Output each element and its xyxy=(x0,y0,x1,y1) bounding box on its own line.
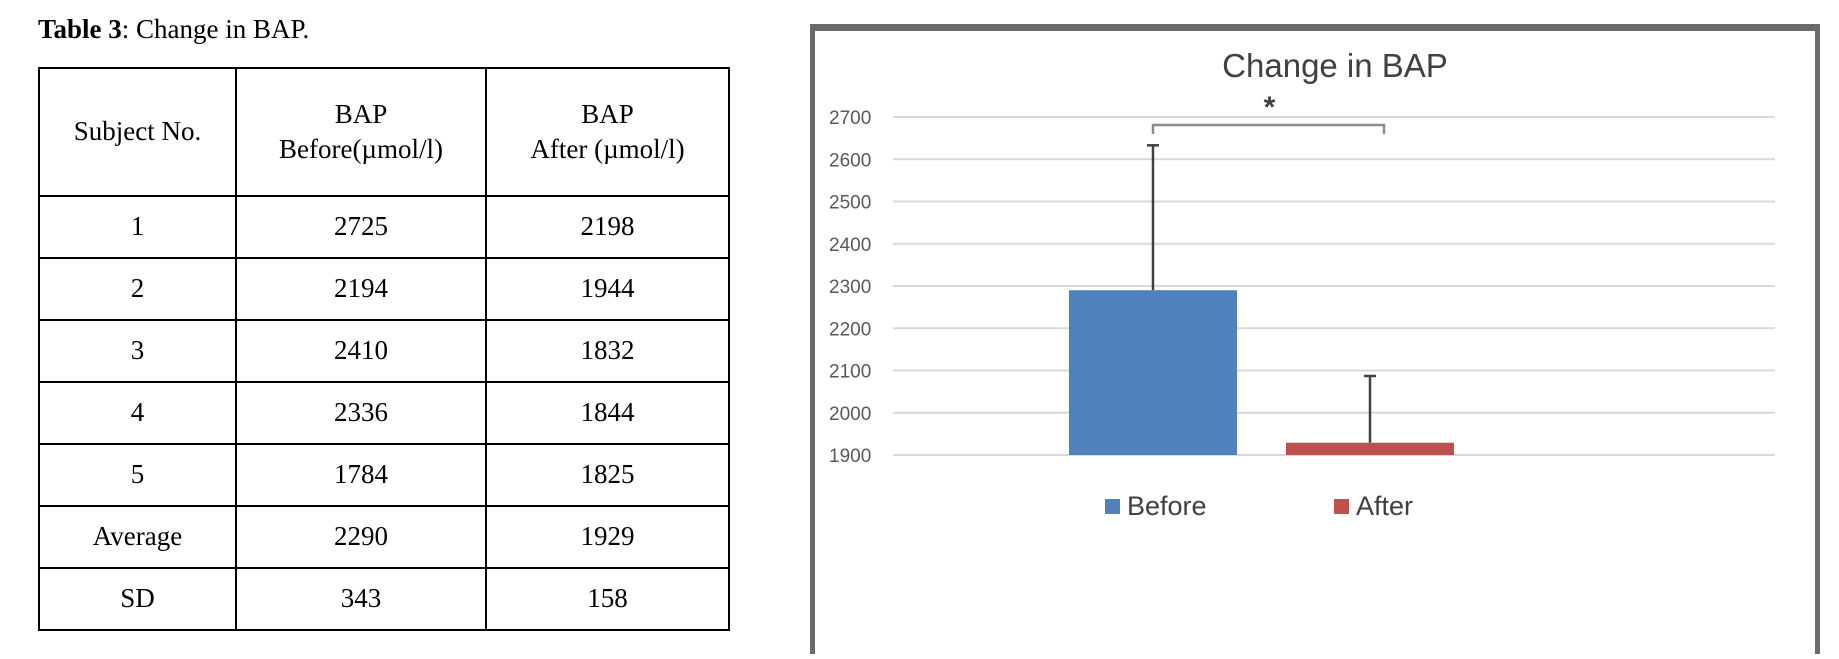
bar-after xyxy=(1286,442,1454,455)
table-cell: 3 xyxy=(38,319,237,383)
header-before: BAP Before(µmol/l) xyxy=(235,67,487,197)
y-tick-label: 2200 xyxy=(829,319,871,340)
header-before-line2: Before(µmol/l) xyxy=(278,134,443,164)
header-subject: Subject No. xyxy=(38,67,237,197)
table-cell: 1 xyxy=(38,195,237,259)
significance-line xyxy=(1151,123,1386,134)
legend-label-after: After xyxy=(1356,491,1413,521)
bar-before xyxy=(1069,290,1237,455)
y-tick-label: 1900 xyxy=(829,446,871,467)
table-cell: 1825 xyxy=(485,443,730,507)
header-after-line2: After (µmol/l) xyxy=(530,134,685,164)
table-cell: 1784 xyxy=(235,443,487,507)
table-cell: 343 xyxy=(235,567,487,631)
table-header-row: Subject No. BAP Before(µmol/l) BAP After (… xyxy=(38,67,730,197)
table-row: 4 2336 1844 xyxy=(38,381,730,445)
table-row: 1 2725 2198 xyxy=(38,195,730,259)
table-cell: 1844 xyxy=(485,381,730,445)
chart-legend: Before After xyxy=(1105,491,1413,521)
legend-label-before: Before xyxy=(1127,491,1207,521)
table-cell: 1832 xyxy=(485,319,730,383)
chart-y-axis: 1900 2000 2100 2200 2300 2400 2500 2600 2700 xyxy=(829,108,871,467)
y-tick-label: 2400 xyxy=(829,235,871,256)
y-tick-label: 2600 xyxy=(829,150,871,171)
chart-bars xyxy=(1069,144,1454,455)
table-row: 5 1784 1825 xyxy=(38,443,730,507)
y-tick-label: 2700 xyxy=(829,108,871,129)
table-cell: 2410 xyxy=(235,319,487,383)
y-tick-label: 2300 xyxy=(829,277,871,298)
table-cell: 1929 xyxy=(485,505,730,569)
chart-gridlines xyxy=(893,116,1775,456)
table-cell: SD xyxy=(38,567,237,631)
y-tick-label: 2500 xyxy=(829,193,871,214)
significance-asterisk: * xyxy=(1264,91,1276,124)
bap-bar-chart: Change in BAP 1900 2000 2100 2200 2300 2400 25… xyxy=(829,47,1775,521)
significance-bracket: * xyxy=(1151,91,1386,134)
legend-swatch-after xyxy=(1334,499,1349,514)
header-subject-label: Subject No. xyxy=(73,116,202,147)
table-row: SD 343 158 xyxy=(38,567,730,631)
table-cell: 2290 xyxy=(235,505,487,569)
table-caption: Table 3: Change in BAP. xyxy=(38,14,309,45)
table-cell: 4 xyxy=(38,381,237,445)
chart-frame: Change in BAP 1900 2000 2100 2200 2300 2400 25… xyxy=(810,24,1820,654)
table-row: Average 2290 1929 xyxy=(38,505,730,569)
table-cell: Average xyxy=(38,505,237,569)
table-cell: 2725 xyxy=(235,195,487,259)
header-before-line1: BAP xyxy=(334,98,388,129)
table-cell: 2198 xyxy=(485,195,730,259)
y-tick-label: 2000 xyxy=(829,404,871,425)
chart-title: Change in BAP xyxy=(1222,47,1448,84)
legend-swatch-before xyxy=(1105,499,1120,514)
table-cell: 158 xyxy=(485,567,730,631)
table-cell: 2336 xyxy=(235,381,487,445)
bap-table: Subject No. BAP Before(µmol/l) BAP After (… xyxy=(38,67,730,631)
table-caption-text: : Change in BAP. xyxy=(121,14,310,44)
table-cell: 2194 xyxy=(235,257,487,321)
table-row: 2 2194 1944 xyxy=(38,257,730,321)
header-after: BAP After (µmol/l) xyxy=(485,67,730,197)
table-row: 3 2410 1832 xyxy=(38,319,730,383)
table-cell: 2 xyxy=(38,257,237,321)
header-after-line1: BAP xyxy=(581,98,634,129)
table-cell: 1944 xyxy=(485,257,730,321)
y-tick-label: 2100 xyxy=(829,362,871,383)
table-caption-label: Table 3 xyxy=(38,14,122,44)
table-cell: 5 xyxy=(38,443,237,507)
